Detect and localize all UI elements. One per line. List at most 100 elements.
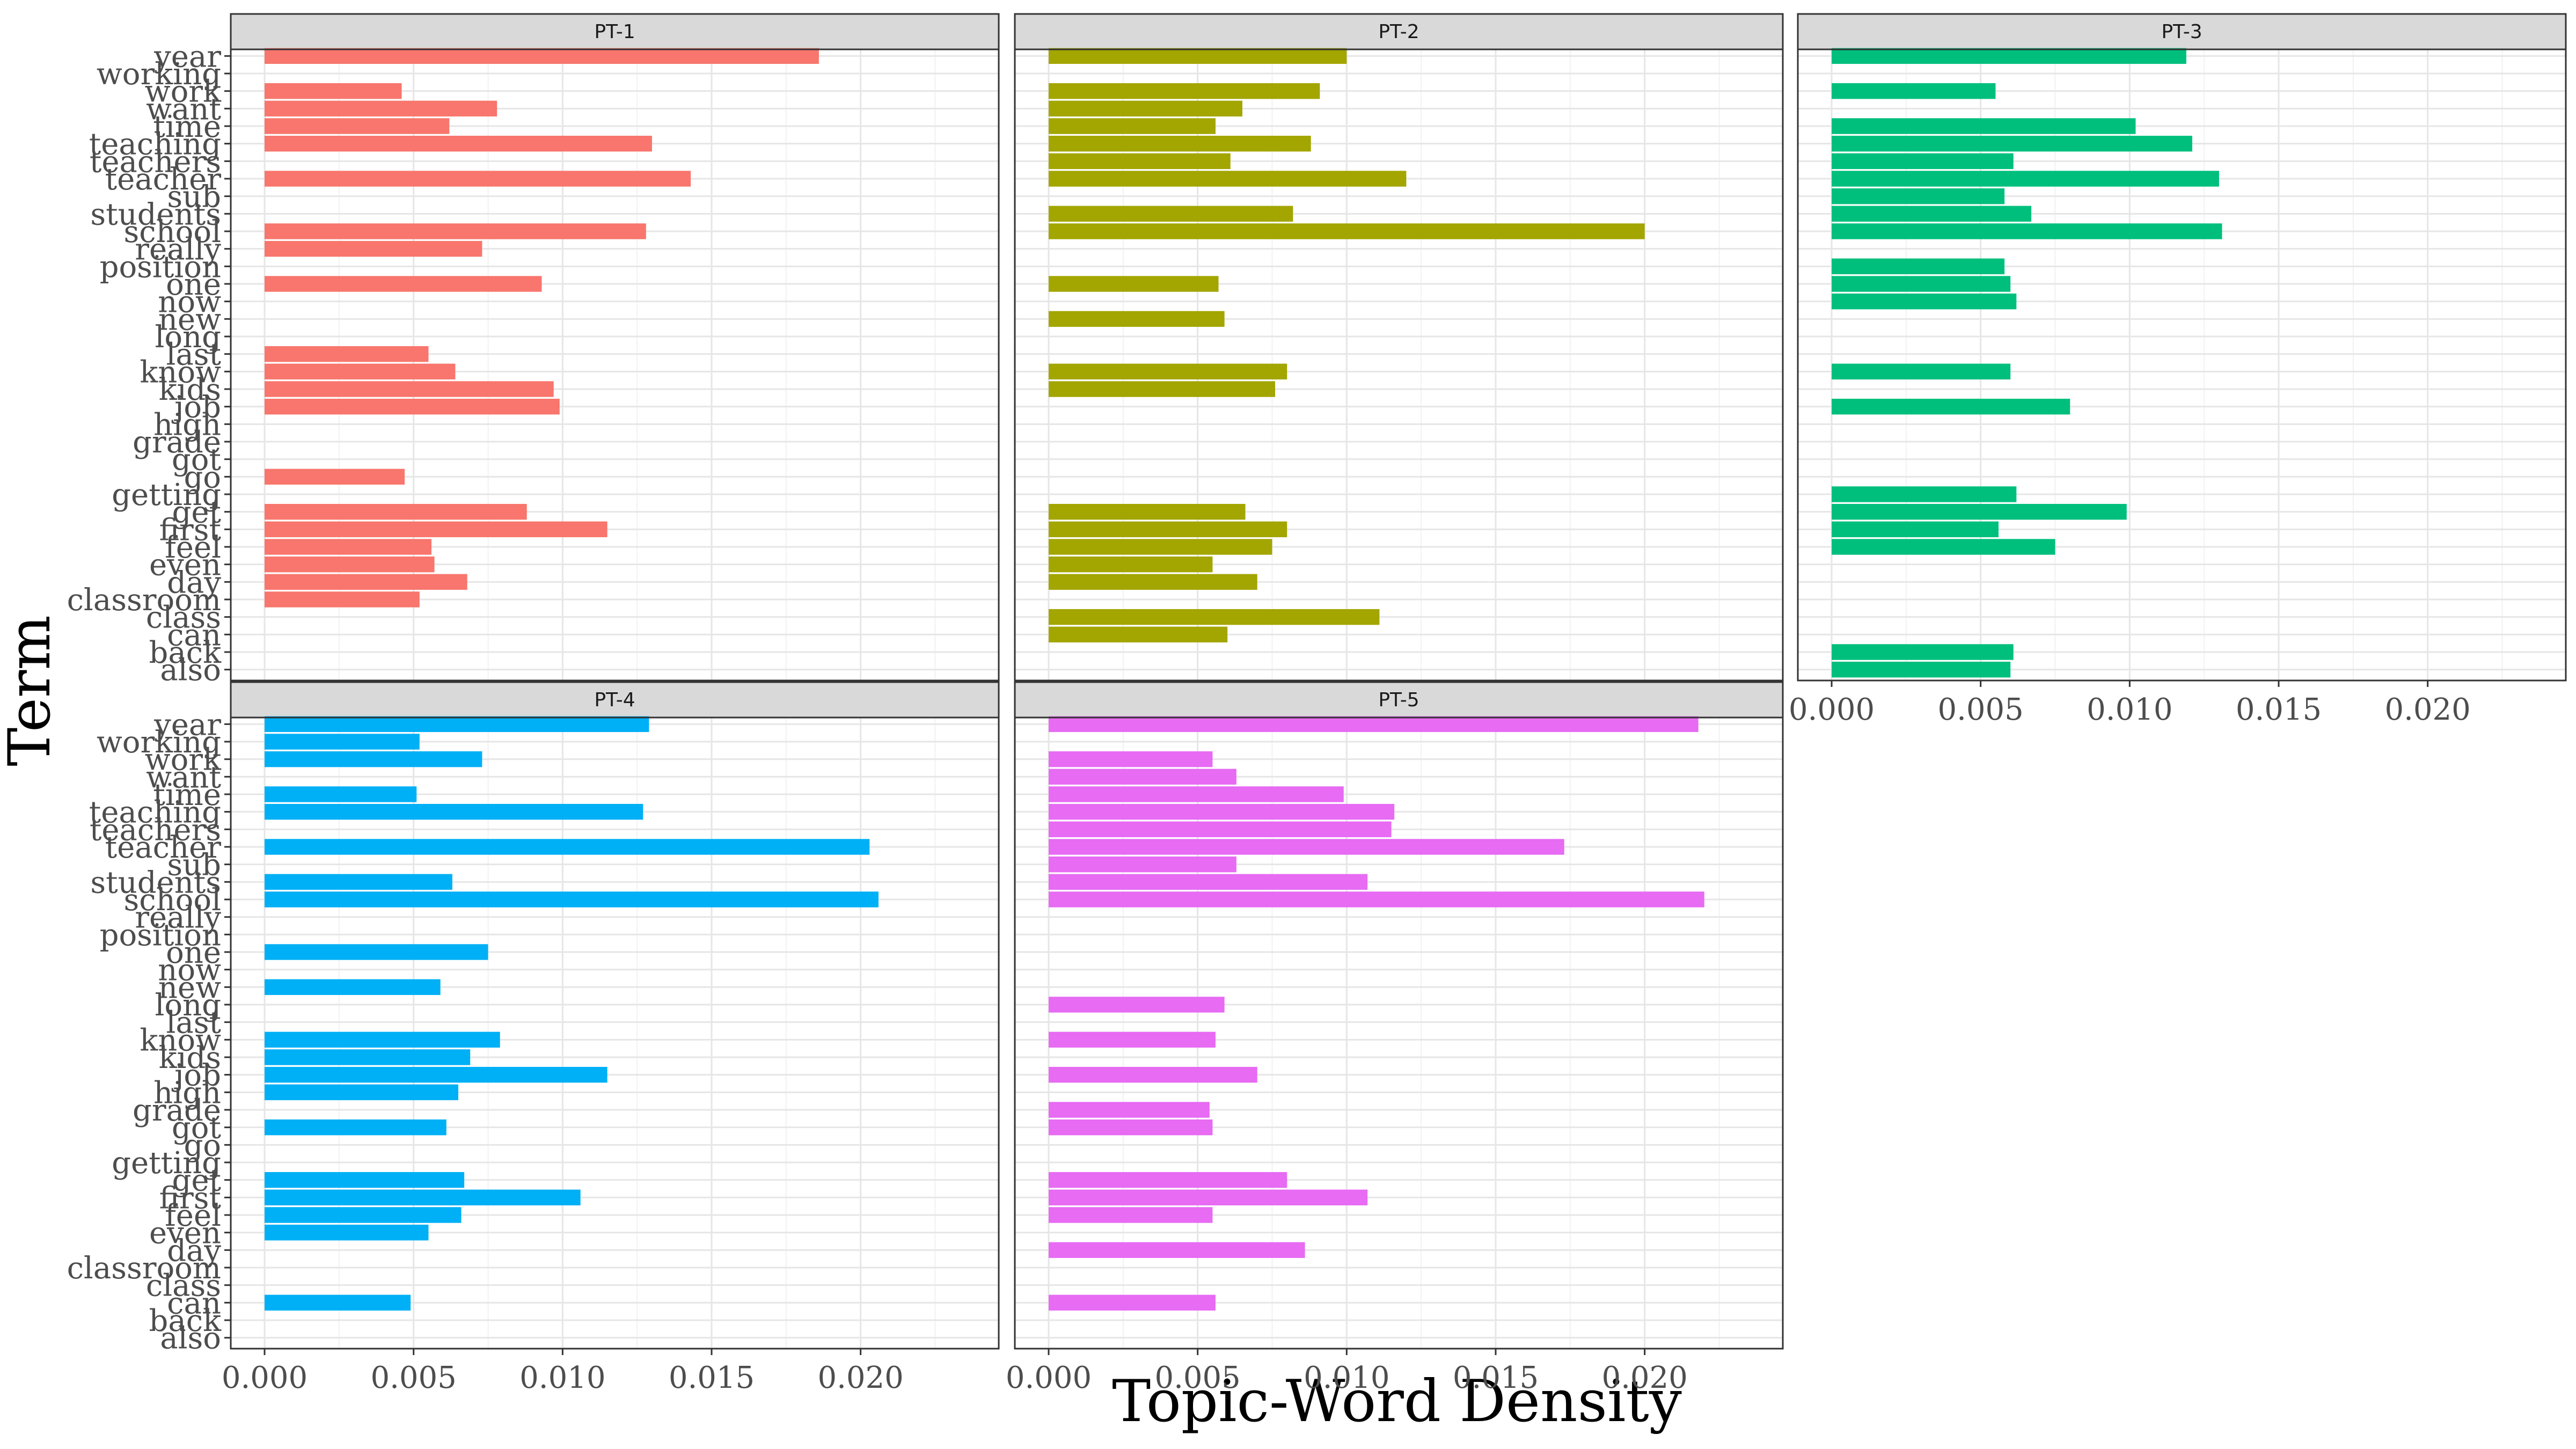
y-tick-label: feel	[165, 530, 221, 565]
bar	[265, 503, 527, 520]
bar	[265, 734, 420, 750]
y-tick-label: position	[100, 918, 221, 953]
x-tick-label: 0.005	[1154, 1360, 1240, 1395]
y-tick-label: back	[149, 635, 222, 670]
x-tick-label: 0.010	[1304, 1360, 1389, 1395]
y-tick-label: getting	[112, 1146, 221, 1181]
x-tick-label: 0.005	[370, 1360, 456, 1395]
bar	[1049, 856, 1236, 873]
y-tick-label: grade	[133, 425, 221, 460]
bar	[265, 1172, 465, 1188]
bar	[1049, 1172, 1287, 1188]
y-tick-label: class	[146, 601, 221, 635]
bar	[265, 381, 554, 397]
y-tick-label: high	[153, 407, 221, 442]
facet-strip	[230, 13, 1000, 50]
y-tick-label: working	[97, 57, 221, 92]
y-tick-label: work	[145, 75, 222, 109]
bar	[1049, 839, 1564, 855]
bar	[1049, 821, 1392, 838]
bar	[265, 1031, 500, 1048]
y-tick-label: can	[167, 1286, 221, 1321]
bar	[265, 1084, 458, 1101]
y-tick-label: one	[166, 935, 221, 970]
bar	[1049, 363, 1287, 380]
y-tick-label: one	[166, 267, 221, 302]
bar	[265, 751, 482, 767]
x-tick-label: 0.010	[519, 1360, 605, 1395]
bar	[1049, 803, 1395, 820]
bar	[265, 83, 402, 99]
bar	[265, 874, 452, 890]
y-tick-label: day	[167, 565, 221, 600]
facet-pt-1: PT-1 yearworkingworkwanttimeteachingteach…	[67, 13, 1000, 688]
bar	[1049, 751, 1213, 767]
bar	[1832, 83, 1996, 99]
bar	[265, 223, 646, 239]
bar	[265, 786, 417, 802]
bar	[1049, 48, 1347, 64]
bar	[265, 48, 819, 64]
bar	[1049, 83, 1320, 99]
y-tick-label: first	[159, 1181, 222, 1216]
y-tick-label: feel	[165, 1198, 221, 1233]
facet-pt-2: PT-2	[1014, 13, 1784, 682]
bar	[265, 591, 420, 608]
bar	[1832, 363, 2011, 380]
bar	[1049, 206, 1293, 222]
y-tick-label: new	[158, 970, 221, 1005]
y-tick-label: working	[97, 725, 221, 760]
bar	[265, 118, 450, 134]
panel-border	[230, 716, 1000, 1350]
y-tick-label: last	[166, 338, 221, 372]
bar	[1049, 769, 1236, 785]
bar	[1049, 1066, 1257, 1083]
facet-strip-label: PT-5	[1378, 689, 1419, 711]
y-tick-label: new	[158, 302, 221, 337]
y-tick-label: got	[172, 1111, 222, 1146]
bar	[1832, 188, 2005, 204]
y-tick-label: first	[159, 513, 222, 547]
bar	[1049, 1207, 1213, 1223]
y-tick-label: really	[135, 232, 221, 267]
y-tick-label: go	[184, 460, 221, 495]
bar	[265, 1224, 429, 1241]
y-tick-label: even	[149, 548, 221, 583]
y-tick-label: class	[146, 1269, 221, 1304]
x-tick-label: 0.000	[1789, 692, 1875, 727]
bar	[265, 839, 870, 855]
y-tick-label: teaching	[89, 795, 221, 830]
bar	[1049, 276, 1219, 292]
y-tick-label: want	[146, 92, 221, 127]
bar	[1832, 661, 2011, 678]
y-tick-label: students	[90, 197, 221, 232]
y-tick-label: getting	[112, 478, 221, 513]
bar	[1049, 874, 1368, 890]
bar	[1049, 503, 1246, 520]
bar	[265, 469, 405, 485]
bar	[1049, 1189, 1368, 1206]
x-tick-label: 0.020	[817, 1360, 903, 1395]
bar	[1832, 206, 2032, 222]
y-tick-label: time	[153, 109, 221, 144]
x-tick-label: 0.000	[222, 1360, 308, 1395]
panel-border	[1014, 48, 1784, 682]
panel-border	[1797, 48, 2567, 682]
y-tick-label: sub	[167, 180, 221, 215]
y-tick-label: long	[155, 988, 221, 1023]
x-tick-label: 0.020	[1601, 1360, 1687, 1395]
bar	[265, 1189, 581, 1206]
bar	[1832, 258, 2005, 275]
y-tick-label: teacher	[105, 162, 222, 197]
bar	[265, 100, 497, 117]
bar	[265, 1049, 471, 1065]
bar	[265, 363, 456, 380]
facet-pt-4: PT-4 yearworkingworkwanttimeteachingteach…	[67, 681, 1000, 1395]
x-tick-label: 0.015	[2236, 692, 2322, 727]
y-tick-label: school	[123, 883, 221, 918]
y-tick-label: can	[167, 618, 221, 653]
facet-pt-3: PT-3 0.000 0.005 0.010 0.015 0.020	[1789, 13, 2567, 727]
facet-strip	[230, 681, 1000, 719]
y-tick-label: now	[158, 953, 221, 988]
y-tick-label: classroom	[67, 583, 221, 618]
